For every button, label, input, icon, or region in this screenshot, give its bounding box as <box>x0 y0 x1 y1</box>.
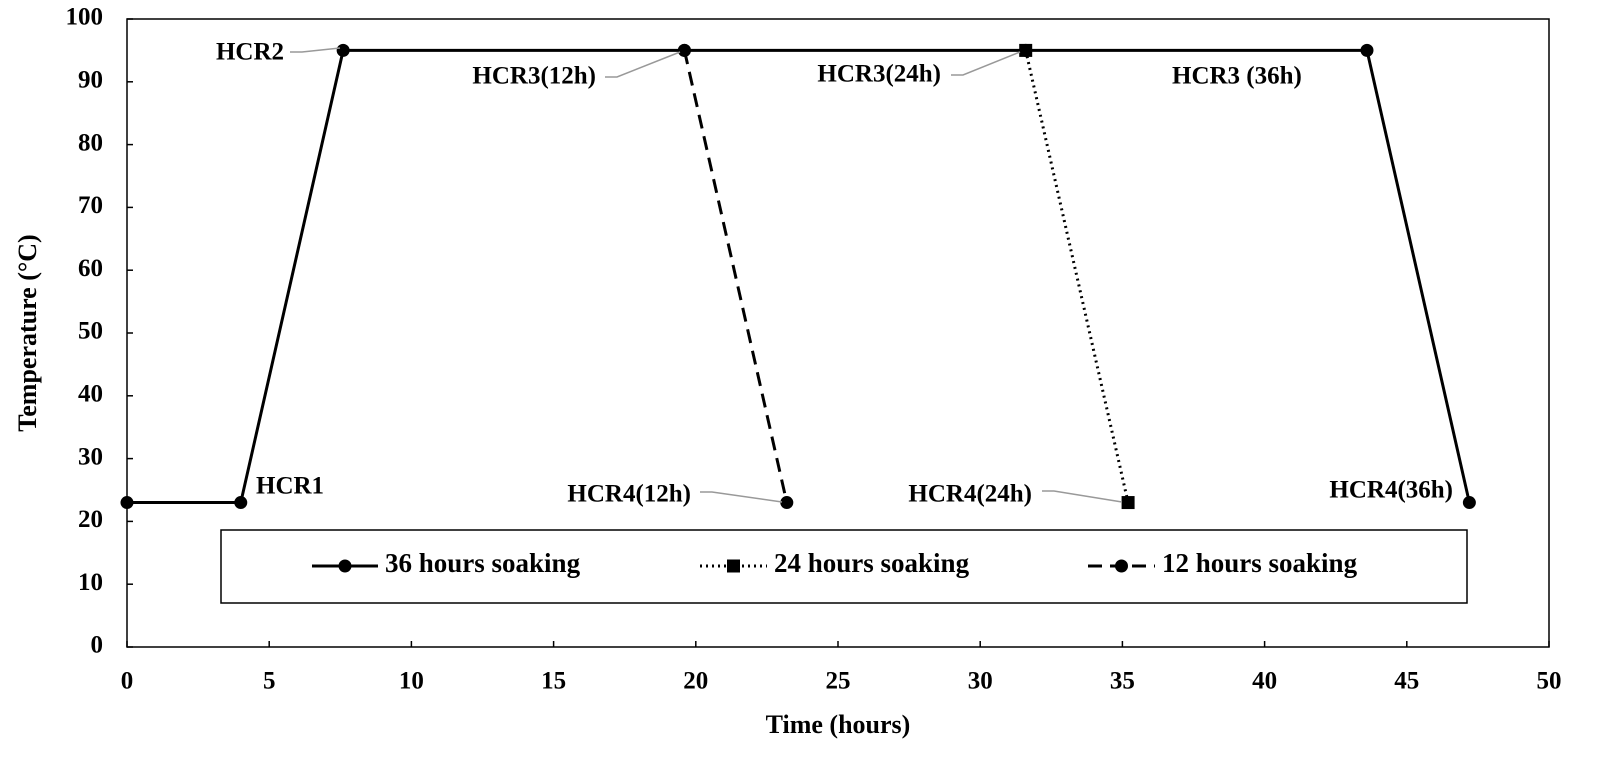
annotation: HCR3 (36h) <box>1172 63 1302 90</box>
legend-label: 36 hours soaking <box>385 548 581 578</box>
x-tick-label: 35 <box>1110 668 1135 695</box>
x-tick-label: 30 <box>968 668 993 695</box>
x-tick-label: 25 <box>826 668 851 695</box>
x-tick-label: 5 <box>263 668 276 695</box>
data-point <box>1360 43 1374 57</box>
x-tick-label: 0 <box>121 668 134 695</box>
y-tick-label: 10 <box>78 569 103 596</box>
x-tick-label: 50 <box>1537 668 1562 695</box>
y-tick-label: 90 <box>78 67 103 94</box>
annotation-leader <box>290 47 341 53</box>
series-line <box>682 50 789 503</box>
legend-label: 12 hours soaking <box>1162 548 1358 578</box>
series-line <box>1024 50 1130 503</box>
y-tick-label: 30 <box>78 443 103 470</box>
x-tick-label: 45 <box>1394 668 1419 695</box>
x-axis-title: Time (hours) <box>766 710 911 739</box>
annotation: HCR3(12h) <box>472 63 596 90</box>
annotation: HCR4(36h) <box>1329 477 1453 504</box>
data-point <box>1121 496 1135 510</box>
y-tick-label: 50 <box>78 318 103 345</box>
data-point <box>1462 496 1476 510</box>
y-tick-label: 100 <box>66 4 104 31</box>
y-tick-label: 70 <box>78 192 103 219</box>
annotation: HCR3(24h) <box>817 61 941 88</box>
annotation-leader <box>700 491 783 503</box>
legend-marker <box>338 559 352 573</box>
annotation: HCR2 <box>216 39 284 66</box>
y-tick-label: 20 <box>78 506 103 533</box>
annotation: HCR1 <box>256 473 324 500</box>
legend-marker <box>1115 559 1128 573</box>
annotation: HCR4(12h) <box>567 481 691 508</box>
legend-label: 24 hours soaking <box>774 548 970 578</box>
annotation: HCR4(24h) <box>908 481 1032 508</box>
y-tick-label: 40 <box>78 381 103 408</box>
x-tick-label: 20 <box>683 668 708 695</box>
data-point <box>234 496 248 510</box>
x-tick-label: 40 <box>1252 668 1277 695</box>
legend-marker <box>727 559 740 573</box>
data-point <box>1019 43 1033 57</box>
x-tick-label: 10 <box>399 668 424 695</box>
y-tick-label: 60 <box>78 255 103 282</box>
data-point <box>677 43 691 57</box>
y-axis-title: Temperature (°C) <box>13 234 42 431</box>
annotation-leader <box>605 51 681 78</box>
y-tick-label: 80 <box>78 129 103 156</box>
annotation-leader <box>951 51 1021 76</box>
y-tick-label: 0 <box>91 632 104 659</box>
series-line <box>127 48 1471 505</box>
x-tick-label: 15 <box>541 668 566 695</box>
data-point <box>336 43 350 57</box>
annotation-leader <box>1042 490 1123 503</box>
legend-box <box>220 529 1468 604</box>
data-point <box>780 496 794 510</box>
data-point <box>120 496 134 510</box>
